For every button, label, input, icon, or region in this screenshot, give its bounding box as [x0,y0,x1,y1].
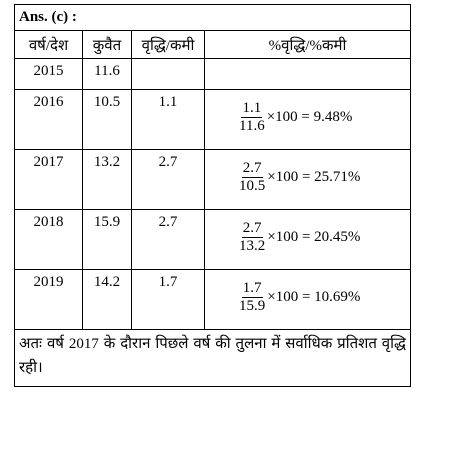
formula: 1.1 11.6 ×100 = 9.48% [205,90,410,145]
change-cell [131,58,205,90]
change-cell: 2.7 [131,149,205,210]
value-cell: 13.2 [82,149,132,210]
table-row: 2018 15.9 2.7 2.7 13.2 ×100 = 20.45% [14,209,412,270]
fraction: 2.7 13.2 [239,220,265,255]
change-cell: 1.7 [131,269,205,330]
formula: 1.7 15.9 ×100 = 10.69% [205,270,410,325]
denominator: 15.9 [239,298,266,314]
value-cell: 15.9 [82,209,132,270]
percent-cell: 1.1 11.6 ×100 = 9.48% [203,89,412,150]
table-row: 2015 11.6 [14,58,412,90]
value-cell: 11.6 [82,58,132,90]
fraction: 2.7 10.5 [239,160,265,195]
change-cell: 2.7 [131,209,205,270]
result: ×100 = 20.45% [267,229,361,245]
formula: 2.7 10.5 ×100 = 25.71% [205,150,410,205]
column-header: वृद्धि/कमी [131,30,205,59]
value-cell: 14.2 [82,269,132,330]
change-cell: 1.1 [131,89,205,150]
denominator: 10.5 [239,178,266,194]
formula: 2.7 13.2 ×100 = 20.45% [205,210,410,265]
table-row: 2016 10.5 1.1 1.1 11.6 ×100 = 9.48% [14,89,412,150]
percent-cell: 2.7 10.5 ×100 = 25.71% [203,149,412,210]
percent-cell: 2.7 13.2 ×100 = 20.45% [203,209,412,270]
year-cell: 2019 [14,269,83,330]
column-header: कुवैत [82,30,132,59]
column-header: %वृद्धि/%कमी [203,30,412,59]
answer-box: Ans. (c) : वर्ष/देश कुवैत वृद्धि/कमी %वृद्ध… [13,4,412,387]
table-row: 2019 14.2 1.7 1.7 15.9 ×100 = 10.69% [14,269,412,330]
numerator: 2.7 [241,220,263,238]
fraction: 1.7 15.9 [239,280,265,315]
denominator: 13.2 [239,238,266,254]
fraction: 1.1 11.6 [239,100,265,135]
value-cell: 10.5 [82,89,132,150]
denominator: 11.6 [239,118,265,134]
percent-cell [203,58,412,90]
year-cell: 2018 [14,209,83,270]
conclusion: अतः वर्ष 2017 के दौरान पिछले वर्ष की तुल… [13,329,412,387]
column-header: वर्ष/देश [14,30,83,59]
percent-cell: 1.7 15.9 ×100 = 10.69% [203,269,412,330]
numerator: 1.7 [241,280,263,298]
answer-table: Ans. (c) : वर्ष/देश कुवैत वृद्धि/कमी %वृद्ध… [13,4,412,387]
result: ×100 = 9.48% [266,109,353,125]
table-row: 2017 13.2 2.7 2.7 10.5 ×100 = 25.71% [14,149,412,210]
result: ×100 = 10.69% [267,289,361,305]
answer-title: Ans. (c) : [13,4,412,31]
numerator: 1.1 [241,100,263,118]
year-cell: 2016 [14,89,83,150]
year-cell: 2017 [14,149,83,210]
year-cell: 2015 [14,58,83,90]
result: ×100 = 25.71% [267,169,361,185]
numerator: 2.7 [241,160,263,178]
